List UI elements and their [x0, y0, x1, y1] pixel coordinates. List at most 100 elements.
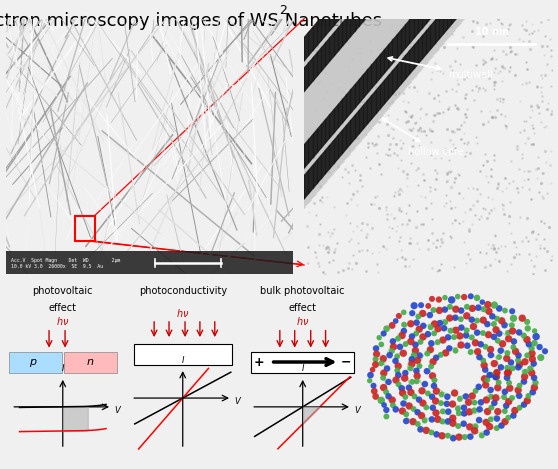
- Point: [530, 384, 539, 391]
- Point: [478, 298, 487, 306]
- Point: [434, 416, 442, 423]
- Point: [435, 296, 444, 303]
- Point: [500, 321, 509, 329]
- Point: [402, 417, 411, 425]
- Point: [413, 356, 422, 364]
- Point: [531, 379, 540, 386]
- Point: [475, 416, 484, 424]
- Point: [493, 384, 502, 392]
- Point: [473, 317, 482, 325]
- Point: [445, 314, 454, 322]
- Point: [471, 423, 480, 431]
- Text: effect: effect: [288, 303, 317, 313]
- Point: [431, 397, 440, 405]
- Point: [460, 404, 469, 411]
- Point: [530, 340, 539, 347]
- Point: [440, 306, 449, 313]
- Point: [372, 350, 381, 358]
- Text: p: p: [30, 357, 37, 367]
- Point: [385, 351, 394, 359]
- Point: [479, 305, 488, 313]
- Point: [437, 432, 446, 439]
- Point: [483, 320, 492, 328]
- Point: [484, 308, 493, 315]
- Bar: [9, 352, 61, 373]
- Point: [464, 399, 473, 406]
- Point: [405, 384, 413, 392]
- Point: [529, 360, 538, 367]
- Point: [413, 420, 422, 428]
- Point: [514, 392, 523, 400]
- Point: [429, 306, 438, 314]
- Point: [396, 343, 405, 351]
- Point: [479, 357, 488, 364]
- Point: [427, 416, 436, 423]
- Point: [369, 382, 378, 389]
- Point: [477, 432, 486, 439]
- Point: [393, 353, 402, 360]
- Point: [399, 349, 408, 357]
- Point: [413, 372, 422, 380]
- Point: [503, 364, 512, 371]
- Point: [435, 307, 444, 314]
- Point: [483, 376, 492, 384]
- Point: [460, 410, 469, 417]
- Point: [503, 370, 512, 377]
- Text: V: V: [234, 397, 240, 406]
- Point: [415, 352, 424, 359]
- Point: [400, 327, 408, 335]
- Point: [471, 339, 480, 347]
- Point: [493, 315, 502, 322]
- Point: [467, 316, 476, 324]
- Point: [488, 312, 497, 320]
- Point: [407, 333, 416, 340]
- Point: [523, 318, 532, 325]
- Point: [496, 347, 505, 355]
- Point: [429, 358, 437, 365]
- Bar: [75, 216, 95, 241]
- Point: [394, 381, 403, 388]
- Point: [388, 322, 397, 329]
- Point: [493, 415, 502, 422]
- Point: [420, 417, 429, 424]
- Point: [429, 404, 437, 411]
- Text: photoconductivity: photoconductivity: [139, 286, 227, 295]
- Point: [475, 406, 484, 413]
- Point: [418, 333, 427, 340]
- Point: [469, 323, 478, 330]
- Point: [463, 342, 472, 349]
- Point: [514, 352, 523, 359]
- Point: [408, 378, 417, 386]
- Point: [451, 326, 460, 334]
- Text: 10 nm: 10 nm: [475, 27, 508, 37]
- Point: [406, 320, 415, 327]
- Text: photovoltaic: photovoltaic: [32, 286, 93, 295]
- Point: [489, 320, 498, 328]
- Point: [411, 341, 420, 348]
- Point: [509, 315, 518, 322]
- Point: [444, 432, 453, 439]
- Point: [382, 388, 391, 396]
- Point: [406, 365, 415, 372]
- Point: [500, 393, 509, 401]
- Point: [400, 309, 408, 316]
- Point: [515, 361, 524, 369]
- Point: [492, 326, 501, 333]
- Point: [424, 302, 433, 310]
- Point: [456, 341, 465, 349]
- Point: [475, 353, 484, 361]
- Point: [415, 362, 424, 370]
- Point: [485, 423, 494, 431]
- Point: [456, 307, 465, 314]
- Point: [398, 332, 407, 339]
- Point: [454, 423, 463, 430]
- Point: [504, 398, 513, 405]
- Text: bulk photovoltaic: bulk photovoltaic: [261, 286, 345, 295]
- Point: [492, 369, 501, 376]
- Point: [430, 377, 439, 384]
- Text: V: V: [354, 406, 360, 415]
- Point: [441, 318, 450, 326]
- Point: [520, 373, 529, 380]
- Point: [398, 407, 407, 415]
- Point: [483, 301, 492, 308]
